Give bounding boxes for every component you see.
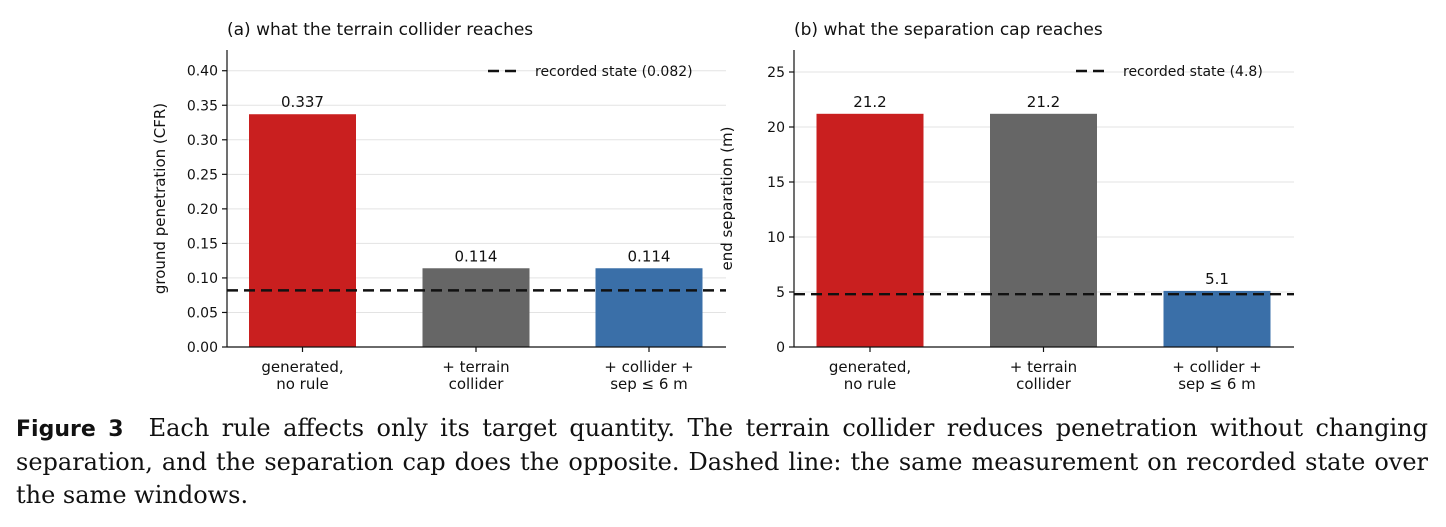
x-tick-label-line: generated, — [261, 358, 343, 376]
data-label: 21.2 — [853, 93, 886, 111]
bar — [1163, 290, 1271, 347]
data-label: 0.114 — [455, 247, 498, 265]
bar — [249, 114, 356, 347]
figure-3: 0.337 0.114 0.114 0.00 0.05 0.10 0.15 0.20 0.25 0… — [151, 20, 1294, 393]
y-tick-label: 0.35 — [187, 98, 218, 114]
y-tick-label: 0.00 — [187, 340, 218, 356]
y-tick-label: 0.15 — [187, 236, 218, 252]
x-tick-label-line: sep ≤ 6 m — [610, 375, 688, 393]
y-tick-label: 0.40 — [187, 64, 218, 80]
x-tick-label: generated, no rule — [261, 358, 343, 393]
y-tick-label: 5 — [776, 285, 785, 301]
figure-caption: Figure 3 Each rule affects only its targ… — [16, 412, 1428, 512]
data-label: 0.114 — [628, 247, 671, 265]
x-tick-label-line: collider — [1016, 375, 1072, 393]
y-tick-label: 0 — [776, 340, 785, 356]
y-tick-label: 0.25 — [187, 167, 218, 183]
x-tick-label-line: no rule — [844, 375, 897, 393]
y-tick-label: 20 — [767, 120, 785, 136]
x-tick-label-line: no rule — [276, 375, 329, 393]
bar — [990, 113, 1097, 347]
x-tick-label-line: sep ≤ 6 m — [1178, 375, 1256, 393]
panel-b-separation-cap: 21.2 21.2 5.1 0 5 10 15 20 25 generated, no rule + … — [718, 20, 1294, 393]
y-tick-label: 10 — [767, 230, 785, 246]
caption-text: Each rule affects only its target quanti… — [16, 414, 1428, 509]
x-tick-label: + terrain collider — [442, 358, 509, 393]
data-label: 5.1 — [1205, 270, 1229, 288]
chart-title: (a) what the terrain collider reaches — [227, 20, 533, 40]
x-tick-label-line: + terrain — [1010, 358, 1077, 376]
data-label: 21.2 — [1027, 93, 1060, 111]
y-tick-label: 25 — [767, 65, 785, 81]
legend-label: recorded state (0.082) — [535, 64, 693, 80]
y-tick-label: 15 — [767, 175, 785, 191]
x-tick-label: generated, no rule — [829, 358, 911, 393]
y-tick-label: 0.30 — [187, 133, 218, 149]
legend-label: recorded state (4.8) — [1123, 64, 1263, 80]
x-tick-label-line: + terrain — [442, 358, 509, 376]
bar — [816, 113, 924, 347]
y-axis-label: end separation (m) — [718, 127, 736, 271]
x-tick-label-line: + collider + — [604, 358, 694, 376]
y-tick-label: 0.10 — [187, 271, 218, 287]
bar — [422, 268, 530, 347]
x-tick-label-line: + collider + — [1172, 358, 1262, 376]
y-axis-label: ground penetration (CFR) — [151, 103, 169, 294]
x-tick-label-line: generated, — [829, 358, 911, 376]
x-tick-label: + terrain collider — [1010, 358, 1077, 393]
x-tick-label-line: collider — [449, 375, 505, 393]
data-label: 0.337 — [281, 93, 324, 111]
chart-title: (b) what the separation cap reaches — [794, 20, 1103, 40]
y-tick-label: 0.05 — [187, 305, 218, 321]
x-tick-label: + collider + sep ≤ 6 m — [604, 358, 694, 393]
x-tick-label: + collider + sep ≤ 6 m — [1172, 358, 1262, 393]
y-tick-label: 0.20 — [187, 202, 218, 218]
bar — [595, 268, 703, 347]
caption-label: Figure 3 — [16, 417, 124, 442]
panel-a-terrain-collider: 0.337 0.114 0.114 0.00 0.05 0.10 0.15 0.20 0.25 0… — [151, 20, 726, 393]
